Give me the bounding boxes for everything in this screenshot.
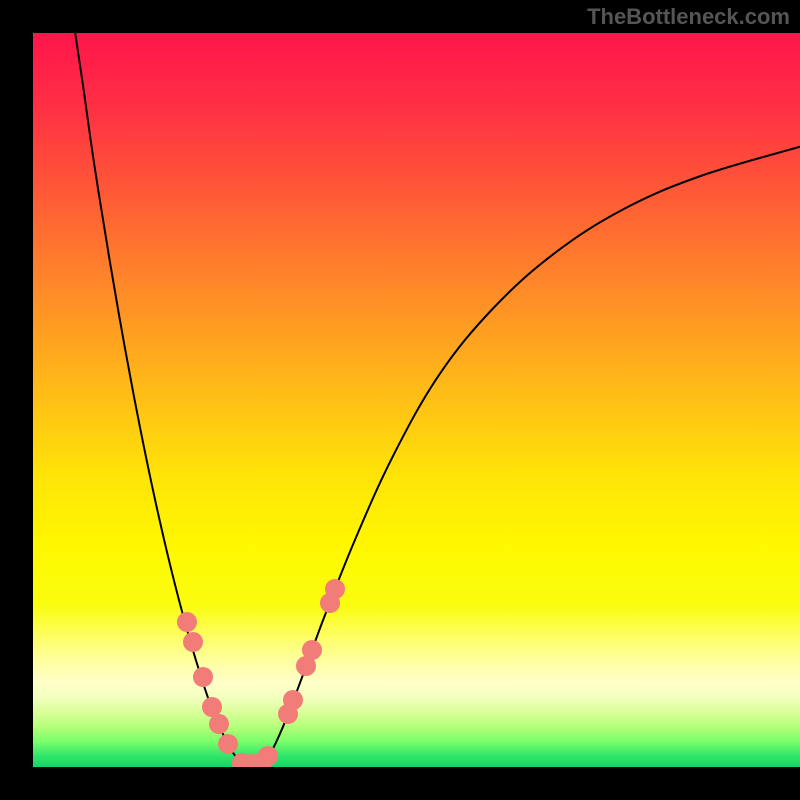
data-marker <box>258 746 278 766</box>
frame-bottom <box>0 767 800 800</box>
data-marker <box>193 667 213 687</box>
data-marker <box>325 579 345 599</box>
data-marker <box>283 690 303 710</box>
chart-canvas: TheBottleneck.com <box>0 0 800 800</box>
data-marker <box>183 632 203 652</box>
watermark-text: TheBottleneck.com <box>587 4 790 30</box>
data-marker <box>209 714 229 734</box>
data-marker <box>177 612 197 632</box>
plot-area <box>33 33 800 767</box>
data-marker <box>302 640 322 660</box>
frame-left <box>0 0 33 800</box>
data-marker <box>218 734 238 754</box>
bottleneck-curve <box>33 33 800 767</box>
